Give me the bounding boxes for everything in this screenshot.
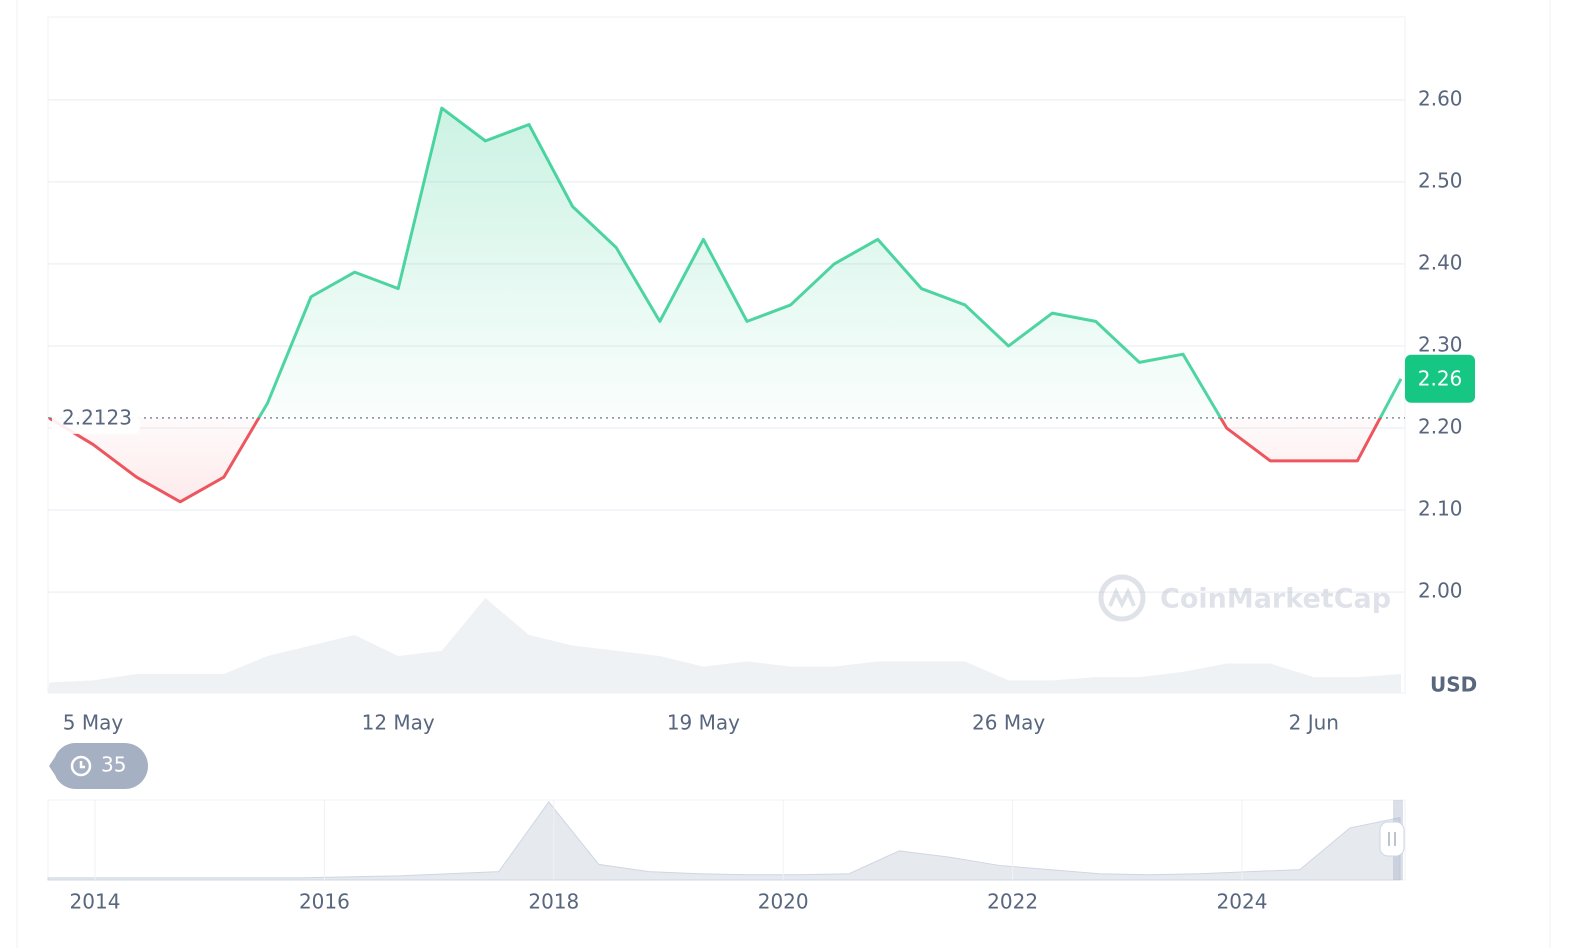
- navigator-tick-label: 2020: [758, 890, 809, 914]
- volume-area: [48, 598, 1401, 693]
- navigator-area: [47, 801, 1401, 881]
- history-badge[interactable]: 35: [49, 743, 148, 789]
- badge-text: 35: [101, 753, 126, 777]
- baseline-label: 2.2123: [62, 405, 132, 429]
- y-tick-label: 2.60: [1418, 86, 1463, 110]
- navigator-tick-label: 2022: [987, 890, 1038, 914]
- badge-shape[interactable]: [49, 743, 148, 789]
- history-icon: [79, 761, 85, 769]
- watermark-logo: [1108, 587, 1136, 609]
- navigator-tick-label: 2018: [528, 890, 579, 914]
- watermark: CoinMarketCap: [1098, 574, 1391, 622]
- watermark-text: CoinMarketCap: [1160, 584, 1391, 615]
- y-tick-label: 2.50: [1418, 168, 1463, 192]
- navigator-tick-label: 2024: [1217, 890, 1268, 914]
- x-tick-label: 26 May: [972, 711, 1045, 735]
- baseline-label-bg: [52, 401, 140, 434]
- y-tick-label: 2.00: [1418, 579, 1463, 603]
- x-tick-label: 19 May: [667, 711, 740, 735]
- price-area: [49, 108, 1401, 502]
- current-price-label: 2.26: [1418, 366, 1463, 390]
- current-price-bg: [1405, 354, 1475, 403]
- y-tick-label: 2.10: [1418, 497, 1463, 521]
- x-tick-label: 2 Jun: [1289, 711, 1339, 735]
- unit-label: USD: [1430, 673, 1477, 697]
- y-tick-label: 2.20: [1418, 415, 1463, 439]
- x-tick-label: 5 May: [63, 711, 124, 735]
- x-tick-label: 12 May: [362, 711, 435, 735]
- watermark-logo: [1098, 574, 1146, 622]
- navigator-tick-label: 2014: [70, 890, 121, 914]
- price-line: [48, 106, 1403, 504]
- history-icon: [70, 755, 92, 777]
- y-tick-label: 2.40: [1418, 250, 1463, 274]
- y-tick-label: 2.30: [1418, 332, 1463, 356]
- navigator-tick-label: 2016: [299, 890, 350, 914]
- navigator-handle[interactable]: [1379, 821, 1405, 857]
